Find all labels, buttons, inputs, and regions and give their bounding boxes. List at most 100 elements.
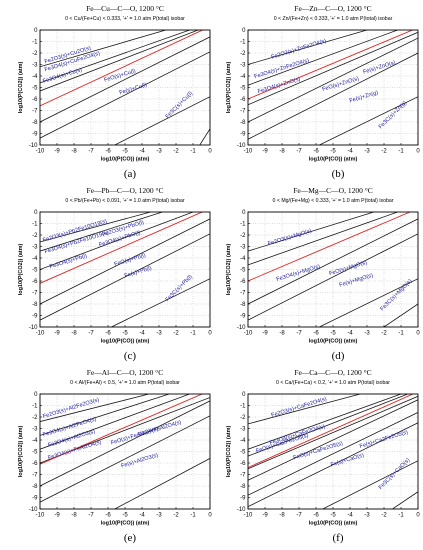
y-tick-label: -4 bbox=[240, 74, 246, 80]
panel-caption: (b) bbox=[332, 168, 345, 180]
chart-title: Fe—Cu—C—O, 1200 °C bbox=[86, 4, 164, 13]
y-tick-label: 0 bbox=[242, 28, 246, 34]
y-axis-label: log10(P(CO2)) (atm) bbox=[18, 244, 24, 296]
x-tick-label: -7 bbox=[88, 513, 94, 519]
phase-boundary-line bbox=[248, 394, 408, 457]
y-axis-label: log10(P(CO2)) (atm) bbox=[226, 244, 232, 296]
x-tick-label: -2 bbox=[173, 149, 179, 155]
x-tick-label: -10 bbox=[36, 513, 45, 519]
phase-boundary-line bbox=[248, 212, 374, 252]
isobar-line bbox=[248, 212, 412, 282]
x-tick-label: -5 bbox=[330, 331, 336, 337]
y-tick-label: -6 bbox=[32, 461, 38, 467]
panel-a: Fe—Cu—C—O, 1200 °C 0 < Cu/(Fe+Cu) < 0.333… bbox=[18, 4, 212, 180]
y-axis-label: log10(P(CO2)) (atm) bbox=[18, 62, 24, 114]
x-tick-label: -10 bbox=[244, 331, 253, 337]
y-tick-label: 0 bbox=[242, 392, 246, 398]
y-tick-label: -9 bbox=[32, 496, 38, 502]
x-tick-label: -3 bbox=[156, 331, 162, 337]
x-tick-label: -7 bbox=[296, 513, 302, 519]
y-tick-label: 0 bbox=[242, 210, 246, 216]
x-tick-label: -1 bbox=[190, 149, 196, 155]
y-tick-label: -3 bbox=[32, 427, 38, 433]
y-axis-label: log10(P(CO2)) (atm) bbox=[226, 62, 232, 114]
chart-title: Fe—Pb—C—O, 1200 °C bbox=[87, 186, 164, 195]
x-tick-label: 0 bbox=[208, 513, 212, 519]
x-tick-label: -2 bbox=[381, 331, 387, 337]
phase-boundary-line bbox=[322, 460, 418, 509]
y-tick-label: -3 bbox=[240, 427, 246, 433]
phase-boundary-line bbox=[319, 278, 418, 327]
y-tick-label: -7 bbox=[32, 473, 38, 479]
y-tick-label: -4 bbox=[32, 256, 38, 262]
x-tick-label: -4 bbox=[347, 149, 353, 155]
panel-c: Fe—Pb—C—O, 1200 °C 0 < Pb/(Fe+Pb) < 0.091… bbox=[18, 186, 212, 362]
region-label: Fe(s)+Pb(l) bbox=[124, 265, 153, 279]
phase-boundary-line bbox=[248, 422, 418, 508]
y-axis-label: log10(P(CO2)) (atm) bbox=[18, 426, 24, 478]
x-tick-label: -4 bbox=[347, 331, 353, 337]
y-tick-label: -7 bbox=[240, 291, 246, 297]
phase-boundary-line bbox=[111, 278, 210, 327]
x-tick-label: 0 bbox=[416, 149, 420, 155]
y-tick-label: -2 bbox=[240, 233, 246, 239]
phase-boundary-line bbox=[248, 399, 418, 481]
x-tick-label: -2 bbox=[381, 149, 387, 155]
x-tick-label: 0 bbox=[208, 149, 212, 155]
x-tick-label: -3 bbox=[364, 513, 370, 519]
region-label: Fe(s)+ZnO(s) bbox=[362, 60, 396, 76]
phase-boundary-line bbox=[248, 37, 418, 123]
phase-boundary-line bbox=[40, 212, 151, 243]
x-tick-label: -7 bbox=[88, 149, 94, 155]
x-tick-label: -5 bbox=[330, 513, 336, 519]
x-tick-label: -6 bbox=[313, 331, 319, 337]
region-label: Fe(s)+MgO(s) bbox=[339, 273, 374, 289]
y-tick-label: -3 bbox=[240, 63, 246, 69]
chart-subtitle: 0 < Zn/(Fe+Zn) < 0.333, '+' = 1.0 atm P(… bbox=[274, 16, 393, 22]
y-tick-label: -4 bbox=[240, 438, 246, 444]
phase-boundary-line bbox=[248, 233, 418, 321]
x-tick-label: -9 bbox=[54, 149, 60, 155]
x-tick-label: -1 bbox=[398, 149, 404, 155]
y-tick-label: -1 bbox=[32, 40, 38, 46]
x-tick-label: -2 bbox=[381, 513, 387, 519]
x-tick-label: -1 bbox=[190, 331, 196, 337]
y-tick-label: -8 bbox=[240, 302, 246, 308]
panel-caption: (a) bbox=[124, 168, 137, 180]
region-label: Fe2O3(s)+CaFe2O4(s) bbox=[271, 396, 328, 419]
y-tick-label: -7 bbox=[32, 291, 38, 297]
region-label: Fe3C(s)+Cu(l) bbox=[165, 90, 195, 120]
panel-f: Fe—Ca—C—O, 1200 °C 0 < Ca/(Fe+Ca) < 0.2, … bbox=[226, 368, 420, 544]
phase-boundary-line bbox=[40, 394, 149, 422]
x-tick-label: -7 bbox=[88, 331, 94, 337]
y-axis-label: log10(P(CO2)) (atm) bbox=[226, 426, 232, 478]
y-tick-label: -5 bbox=[240, 86, 246, 92]
region-label: Fe3O4(s)+Pb(l) bbox=[49, 253, 88, 270]
y-tick-label: -9 bbox=[32, 132, 38, 138]
isobar-line bbox=[248, 30, 414, 100]
phase-boundary-line bbox=[248, 30, 398, 86]
x-axis-label: log10(P(CO)) (atm) bbox=[309, 339, 358, 345]
phase-boundary-line bbox=[40, 400, 210, 487]
panel-b: Fe—Zn—C—O, 1200 °C 0 < Zn/(Fe+Zn) < 0.333… bbox=[226, 4, 420, 180]
x-tick-label: -4 bbox=[139, 513, 145, 519]
panel-caption: (f) bbox=[333, 532, 344, 544]
y-tick-label: -6 bbox=[240, 97, 246, 103]
region-label: Fe3C(s)+Zn(g) bbox=[378, 100, 408, 130]
y-tick-label: -9 bbox=[240, 132, 246, 138]
y-tick-label: -5 bbox=[32, 450, 38, 456]
phase-boundary-line bbox=[248, 394, 402, 450]
y-tick-label: -6 bbox=[240, 279, 246, 285]
phase-boundary-line bbox=[248, 218, 418, 305]
phase-boundary-line bbox=[248, 412, 418, 496]
x-axis-label: log10(P(CO)) (atm) bbox=[309, 157, 358, 163]
phase-boundary-line bbox=[248, 395, 418, 470]
x-tick-label: -8 bbox=[279, 331, 285, 337]
phase-boundary-line bbox=[199, 128, 210, 145]
y-tick-label: -2 bbox=[32, 233, 38, 239]
y-tick-label: -2 bbox=[240, 415, 246, 421]
x-tick-label: -8 bbox=[71, 331, 77, 337]
x-axis-label: log10(P(CO)) (atm) bbox=[101, 521, 150, 527]
plot-area: Fe2O3(s)+ZnFe2O4(s)Fe3O4(s)+ZnFe2O4(s)Fe… bbox=[248, 30, 418, 145]
x-tick-label: -7 bbox=[296, 331, 302, 337]
